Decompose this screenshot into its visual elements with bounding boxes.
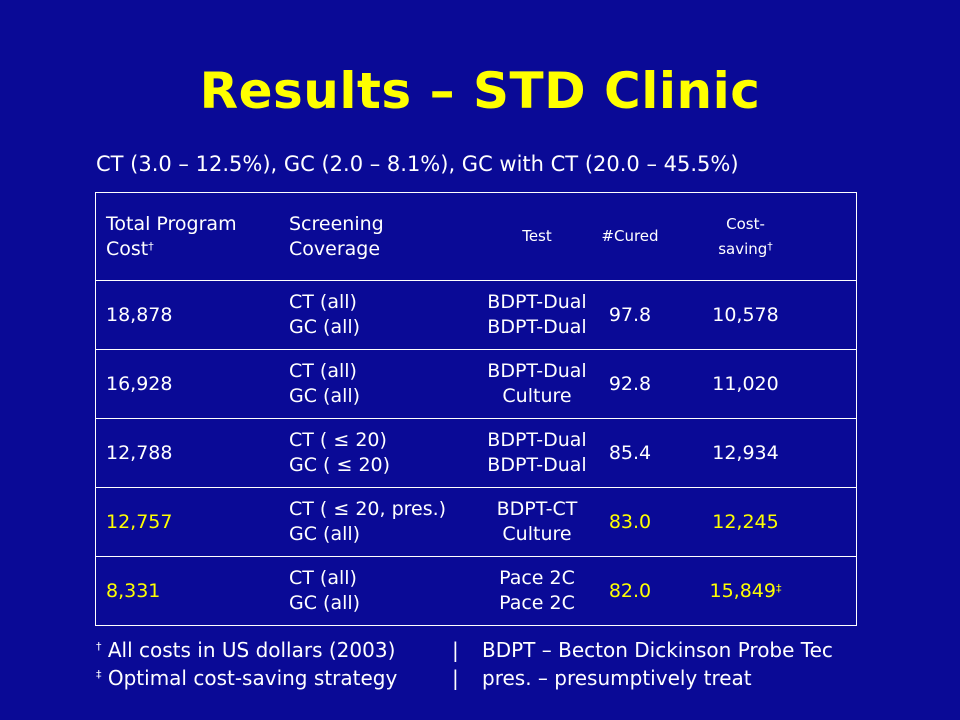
coverage-gc: GC (all) [289, 592, 361, 614]
abbreviation-text: BDPT – Becton Dickinson Probe Tec [482, 638, 833, 662]
prevalence-subtitle: CT (3.0 – 12.5%), GC (2.0 – 8.1%), GC wi… [96, 152, 739, 176]
coverage-gc: GC ( ≤ 20) [289, 454, 391, 476]
test-ct: BDPT-Dual [487, 291, 587, 313]
footnote-row: ‡ Optimal cost-saving strategy | pres. – p… [96, 664, 833, 692]
cell-coverage: CT (all) GC (all) [289, 556, 479, 626]
cell-test: BDPT-CT Culture [479, 487, 595, 557]
footnote-row: † All costs in US dollars (2003) | BDPT – … [96, 636, 833, 664]
header-coverage-line2: Coverage [289, 237, 381, 260]
header-screening-coverage: Screening Coverage [289, 192, 479, 281]
table-row: 18,878 CT (all) GC (all) BDPT-Dual BDPT-… [95, 280, 857, 350]
saving-value: 12,245 [712, 510, 779, 533]
header-saving-line2: saving [718, 239, 768, 258]
footnotes: † All costs in US dollars (2003) | BDPT – … [96, 636, 833, 692]
coverage-ct: CT (all) [289, 291, 357, 313]
cell-test: BDPT-Dual BDPT-Dual [479, 418, 595, 488]
test-ct: BDPT-CT [496, 498, 578, 520]
cell-cured: 85.4 [595, 418, 665, 488]
optimal-mark: ‡ [775, 581, 782, 595]
cell-cost-saving: 12,245 [665, 487, 857, 557]
header-cured: #Cured [595, 192, 665, 281]
cell-coverage: CT (all) GC (all) [289, 349, 479, 419]
test-gc: Pace 2C [499, 592, 575, 614]
double-dagger-mark: ‡ [96, 668, 102, 681]
table-header-row: Total Program Cost† Screening Coverage T… [95, 192, 857, 281]
saving-value: 15,849 [709, 579, 776, 602]
test-gc: Culture [502, 385, 572, 407]
cell-test: Pace 2C Pace 2C [479, 556, 595, 626]
cell-test: BDPT-Dual BDPT-Dual [479, 280, 595, 350]
header-total-program-cost: Total Program Cost† [95, 192, 289, 281]
cell-coverage: CT ( ≤ 20) GC ( ≤ 20) [289, 418, 479, 488]
cell-cured: 92.8 [595, 349, 665, 419]
cell-cost-saving: 12,934 [665, 418, 857, 488]
cell-cost: 18,878 [95, 280, 289, 350]
coverage-gc: GC (all) [289, 523, 361, 545]
cell-cost: 12,788 [95, 418, 289, 488]
cell-coverage: CT (all) GC (all) [289, 280, 479, 350]
separator: | [452, 638, 459, 662]
cell-coverage: CT ( ≤ 20, pres.) GC (all) [289, 487, 479, 557]
header-cost-saving: Cost- saving† [665, 192, 857, 281]
cell-cost-saving: 10,578 [665, 280, 857, 350]
header-saving-line1: Cost- [726, 214, 765, 233]
abbreviation-text: pres. – presumptively treat [482, 666, 752, 690]
header-cost-line2: Cost [106, 237, 149, 260]
coverage-gc: GC (all) [289, 316, 361, 338]
dagger-mark: † [767, 239, 773, 253]
dagger-mark: † [148, 239, 154, 253]
saving-value: 11,020 [712, 372, 779, 395]
coverage-ct: CT (all) [289, 360, 357, 382]
test-gc: Culture [502, 523, 572, 545]
header-coverage-line1: Screening [289, 212, 384, 235]
cell-cost-saving: 15,849‡ [665, 556, 857, 626]
table-row: 12,788 CT ( ≤ 20) GC ( ≤ 20) BDPT-Dual B… [95, 418, 857, 488]
cell-cost-saving: 11,020 [665, 349, 857, 419]
test-ct: BDPT-Dual [487, 429, 587, 451]
cell-cost: 16,928 [95, 349, 289, 419]
test-ct: BDPT-Dual [487, 360, 587, 382]
coverage-ct: CT ( ≤ 20, pres.) [289, 498, 447, 520]
table-row-highlighted: 8,331 CT (all) GC (all) Pace 2C Pace 2C … [95, 556, 857, 626]
saving-value: 12,934 [712, 441, 779, 464]
table-row-highlighted: 12,757 CT ( ≤ 20, pres.) GC (all) BDPT-C… [95, 487, 857, 557]
cell-cured: 83.0 [595, 487, 665, 557]
coverage-gc: GC (all) [289, 385, 361, 407]
test-ct: Pace 2C [499, 567, 575, 589]
coverage-ct: CT ( ≤ 20) [289, 429, 387, 451]
cell-cured: 82.0 [595, 556, 665, 626]
table-row: 16,928 CT (all) GC (all) BDPT-Dual Cultu… [95, 349, 857, 419]
saving-value: 10,578 [712, 303, 779, 326]
separator: | [452, 666, 459, 690]
coverage-ct: CT (all) [289, 567, 357, 589]
dagger-mark: † [96, 640, 102, 653]
slide-title: Results – STD Clinic [199, 62, 761, 120]
footnote-text: All costs in US dollars (2003) [107, 638, 396, 662]
footnote-text: Optimal cost-saving strategy [107, 666, 398, 690]
header-test: Test [479, 192, 595, 281]
header-cost-line1: Total Program [106, 212, 237, 235]
test-gc: BDPT-Dual [487, 316, 587, 338]
test-gc: BDPT-Dual [487, 454, 587, 476]
cell-cured: 97.8 [595, 280, 665, 350]
cell-cost: 12,757 [95, 487, 289, 557]
cell-cost: 8,331 [95, 556, 289, 626]
results-table: Total Program Cost† Screening Coverage T… [95, 192, 857, 626]
cell-test: BDPT-Dual Culture [479, 349, 595, 419]
